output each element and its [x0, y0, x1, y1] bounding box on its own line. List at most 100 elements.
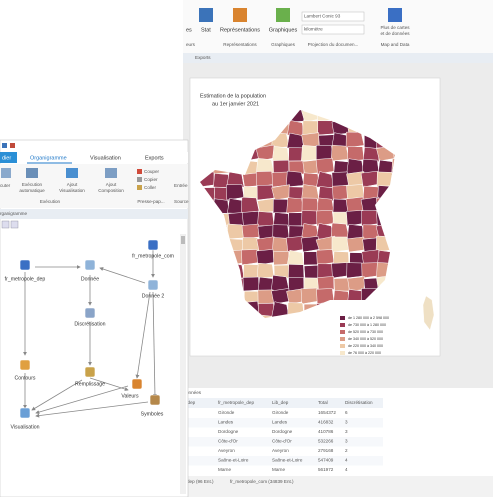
- cell: 1654372: [318, 410, 336, 415]
- button[interactable]: automatique: [19, 188, 45, 193]
- node-label[interactable]: Contours: [14, 375, 35, 381]
- ribbon-item[interactable]: Représentations: [220, 27, 260, 33]
- department: [241, 223, 260, 240]
- ribbon-item[interactable]: Graphiques: [269, 27, 298, 33]
- cell: Landes: [272, 420, 288, 425]
- department: [346, 236, 365, 253]
- button[interactable]: Visualisation: [59, 188, 85, 193]
- department: [346, 262, 365, 279]
- node-icon[interactable]: [147, 239, 159, 251]
- legend-label: de 1 280 000 à 2 598 000: [348, 316, 389, 320]
- legend-label: de 730 000 à 1 280 000: [348, 323, 386, 327]
- node-icon[interactable]: [149, 394, 161, 406]
- cell: 279168: [318, 448, 334, 453]
- cell: 547409: [318, 458, 334, 463]
- cell: 532266: [318, 439, 334, 444]
- department: [286, 197, 305, 214]
- sheet-tab[interactable]: fr_metropole_com (34839 Ent.): [230, 479, 294, 484]
- department: [226, 184, 245, 201]
- department: [256, 249, 275, 266]
- cell: 4: [345, 458, 348, 463]
- button[interactable]: cuter: [0, 183, 11, 188]
- group-label: Graphiques: [271, 42, 295, 47]
- button[interactable]: Ajout: [106, 182, 117, 187]
- map-title: au 1er janvier 2021: [212, 101, 259, 107]
- department: [301, 184, 320, 201]
- node-label[interactable]: Donnée: [81, 276, 99, 282]
- corsica: [422, 295, 435, 331]
- node-icon[interactable]: [19, 259, 31, 271]
- department: [271, 288, 290, 305]
- row-band: [183, 437, 383, 447]
- cell: Saône-et-Loire: [218, 458, 249, 463]
- column-header: Discrétisation: [345, 400, 373, 405]
- node-label[interactable]: Donnée 2: [142, 293, 165, 299]
- department: [316, 249, 335, 266]
- node-icon[interactable]: [19, 407, 31, 419]
- node-icon[interactable]: [84, 307, 96, 319]
- button[interactable]: Copier: [144, 177, 158, 182]
- cell: 6: [345, 410, 348, 415]
- column-header: _dep: [184, 400, 196, 405]
- department: [272, 224, 290, 240]
- button[interactable]: Entrée: [174, 183, 188, 188]
- tab[interactable]: Organigramme: [30, 155, 67, 161]
- legend-label: de 340 000 à 520 000: [348, 337, 383, 341]
- projection-select[interactable]: Lambert Conic 93: [304, 14, 341, 19]
- button[interactable]: Coller: [144, 185, 156, 190]
- group-label: eurs: [186, 42, 196, 47]
- legend-swatch: [340, 323, 345, 327]
- tab[interactable]: dier: [2, 155, 11, 161]
- sheet-tab[interactable]: dep (96 Ent.): [187, 479, 214, 484]
- ribbon-item[interactable]: Stat: [201, 27, 211, 33]
- button[interactable]: Composition: [98, 188, 124, 193]
- panel-title: rganigramme: [0, 211, 28, 216]
- legend-label: de 520 000 à 730 000: [348, 330, 383, 334]
- panel-title: onnées: [186, 390, 202, 395]
- button[interactable]: Exécution: [22, 182, 43, 187]
- button[interactable]: Couper: [144, 169, 160, 174]
- ribbon-item[interactable]: et de données: [380, 31, 410, 36]
- node-label[interactable]: Symboles: [141, 411, 164, 417]
- node-label[interactable]: Valeurs: [121, 393, 139, 399]
- node-label[interactable]: fr_metropole_dep: [5, 276, 46, 282]
- node-icon[interactable]: [19, 359, 31, 371]
- node-label[interactable]: Remplissage: [75, 381, 105, 387]
- button[interactable]: Ajout: [67, 182, 78, 187]
- node-label[interactable]: Visualisation: [10, 424, 39, 430]
- data-table: _dep fr_metropole_dep Lib_dep Total Discréti…: [183, 400, 383, 472]
- cell: 416832: [318, 420, 334, 425]
- node-icon[interactable]: [131, 378, 143, 390]
- row-band: [183, 456, 383, 466]
- front-window: dier Organigramme Visualisation Exports …: [0, 139, 189, 497]
- unit-select[interactable]: kilomètre: [304, 27, 323, 32]
- legend-swatch: [340, 316, 345, 320]
- node-label[interactable]: Discrétisation: [74, 321, 105, 327]
- cell: 2: [345, 448, 348, 453]
- tab[interactable]: Visualisation: [90, 155, 121, 161]
- legend-label: de 220 000 à 340 000: [348, 344, 383, 348]
- department: [286, 249, 305, 267]
- tab[interactable]: Exports: [195, 55, 211, 60]
- department: [331, 262, 350, 279]
- tab[interactable]: Exports: [145, 155, 164, 161]
- flowchart: fr_metropole_dep Donnée fr_metropole_com Do…: [5, 239, 174, 430]
- cell: Dordogne: [272, 429, 293, 434]
- department: [242, 276, 260, 292]
- department: [330, 144, 350, 162]
- department: [301, 236, 320, 253]
- group-label: Projection du documen...: [308, 42, 359, 47]
- node-icon[interactable]: [147, 279, 159, 291]
- cell: Landes: [218, 420, 234, 425]
- group-label: Source: [174, 199, 189, 204]
- row-band: [183, 418, 383, 428]
- node-icon[interactable]: [84, 259, 96, 271]
- department: [242, 263, 260, 279]
- department: [226, 223, 245, 240]
- ribbon-item[interactable]: Plus de cartes: [380, 25, 410, 30]
- tab-bar: [183, 53, 493, 63]
- cell: Aveyron: [272, 448, 289, 453]
- node-icon[interactable]: [84, 366, 96, 378]
- node-label[interactable]: fr_metropole_com: [132, 253, 174, 259]
